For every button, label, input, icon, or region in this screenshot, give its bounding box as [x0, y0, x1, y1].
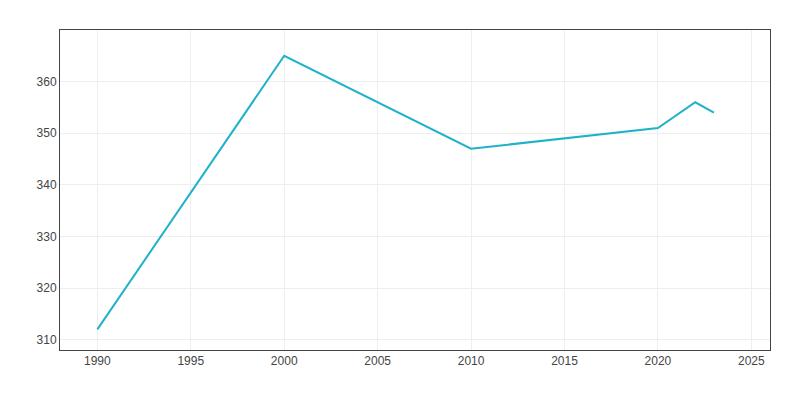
svg-text:350: 350	[37, 126, 57, 140]
svg-text:330: 330	[37, 230, 57, 244]
svg-text:2020: 2020	[645, 354, 672, 368]
svg-text:2000: 2000	[271, 354, 298, 368]
svg-text:310: 310	[37, 333, 57, 347]
svg-text:360: 360	[37, 75, 57, 89]
svg-text:2005: 2005	[364, 354, 391, 368]
svg-text:2025: 2025	[738, 354, 765, 368]
svg-text:340: 340	[37, 178, 57, 192]
svg-text:320: 320	[37, 281, 57, 295]
svg-text:1995: 1995	[177, 354, 204, 368]
svg-text:1990: 1990	[84, 354, 111, 368]
svg-text:2015: 2015	[551, 354, 578, 368]
svg-text:2010: 2010	[458, 354, 485, 368]
